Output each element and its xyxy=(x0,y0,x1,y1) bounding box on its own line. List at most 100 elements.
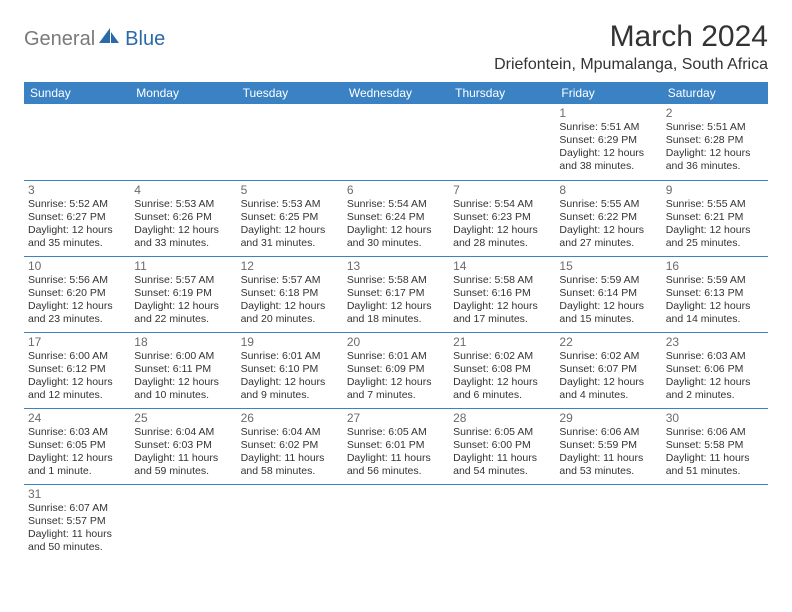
sunset-text: Sunset: 6:08 PM xyxy=(453,363,551,376)
logo: General Blue xyxy=(24,28,165,51)
day-number: 12 xyxy=(241,259,339,273)
sunset-text: Sunset: 5:59 PM xyxy=(559,439,657,452)
weekday-header-row: Sunday Monday Tuesday Wednesday Thursday… xyxy=(24,82,768,104)
day-number: 19 xyxy=(241,335,339,349)
day-number: 16 xyxy=(666,259,764,273)
daylight-text: Daylight: 12 hours and 38 minutes. xyxy=(559,147,657,173)
sunrise-text: Sunrise: 6:06 AM xyxy=(666,426,764,439)
sunset-text: Sunset: 6:12 PM xyxy=(28,363,126,376)
weekday-header: Tuesday xyxy=(237,82,343,104)
sunrise-text: Sunrise: 5:55 AM xyxy=(666,198,764,211)
day-info: Sunrise: 6:03 AMSunset: 6:06 PMDaylight:… xyxy=(666,350,764,403)
day-info: Sunrise: 6:01 AMSunset: 6:09 PMDaylight:… xyxy=(347,350,445,403)
day-info: Sunrise: 6:00 AMSunset: 6:12 PMDaylight:… xyxy=(28,350,126,403)
title-block: March 2024 Driefontein, Mpumalanga, Sout… xyxy=(494,20,768,74)
sunset-text: Sunset: 6:05 PM xyxy=(28,439,126,452)
sunrise-text: Sunrise: 5:59 AM xyxy=(559,274,657,287)
day-number: 1 xyxy=(559,106,657,120)
calendar-table: Sunday Monday Tuesday Wednesday Thursday… xyxy=(24,82,768,560)
sunset-text: Sunset: 6:17 PM xyxy=(347,287,445,300)
day-info: Sunrise: 6:03 AMSunset: 6:05 PMDaylight:… xyxy=(28,426,126,479)
calendar-cell: 2Sunrise: 5:51 AMSunset: 6:28 PMDaylight… xyxy=(662,104,768,180)
sunrise-text: Sunrise: 5:52 AM xyxy=(28,198,126,211)
sunset-text: Sunset: 6:14 PM xyxy=(559,287,657,300)
weekday-header: Monday xyxy=(130,82,236,104)
day-number: 6 xyxy=(347,183,445,197)
day-number: 7 xyxy=(453,183,551,197)
daylight-text: Daylight: 12 hours and 10 minutes. xyxy=(134,376,232,402)
daylight-text: Daylight: 12 hours and 4 minutes. xyxy=(559,376,657,402)
day-info: Sunrise: 6:05 AMSunset: 6:01 PMDaylight:… xyxy=(347,426,445,479)
day-info: Sunrise: 6:00 AMSunset: 6:11 PMDaylight:… xyxy=(134,350,232,403)
day-info: Sunrise: 6:02 AMSunset: 6:07 PMDaylight:… xyxy=(559,350,657,403)
day-info: Sunrise: 5:55 AMSunset: 6:21 PMDaylight:… xyxy=(666,198,764,251)
daylight-text: Daylight: 12 hours and 22 minutes. xyxy=(134,300,232,326)
calendar-cell: 11Sunrise: 5:57 AMSunset: 6:19 PMDayligh… xyxy=(130,256,236,332)
day-info: Sunrise: 5:57 AMSunset: 6:19 PMDaylight:… xyxy=(134,274,232,327)
day-info: Sunrise: 6:01 AMSunset: 6:10 PMDaylight:… xyxy=(241,350,339,403)
daylight-text: Daylight: 12 hours and 33 minutes. xyxy=(134,224,232,250)
calendar-cell xyxy=(343,104,449,180)
sunrise-text: Sunrise: 6:04 AM xyxy=(134,426,232,439)
sunrise-text: Sunrise: 5:57 AM xyxy=(241,274,339,287)
sunset-text: Sunset: 5:58 PM xyxy=(666,439,764,452)
calendar-cell: 30Sunrise: 6:06 AMSunset: 5:58 PMDayligh… xyxy=(662,408,768,484)
daylight-text: Daylight: 12 hours and 30 minutes. xyxy=(347,224,445,250)
sunrise-text: Sunrise: 6:02 AM xyxy=(453,350,551,363)
sunrise-text: Sunrise: 5:58 AM xyxy=(453,274,551,287)
daylight-text: Daylight: 12 hours and 12 minutes. xyxy=(28,376,126,402)
day-info: Sunrise: 6:02 AMSunset: 6:08 PMDaylight:… xyxy=(453,350,551,403)
sunrise-text: Sunrise: 5:53 AM xyxy=(241,198,339,211)
sunset-text: Sunset: 6:24 PM xyxy=(347,211,445,224)
sunset-text: Sunset: 5:57 PM xyxy=(28,515,126,528)
sunset-text: Sunset: 6:00 PM xyxy=(453,439,551,452)
day-info: Sunrise: 6:05 AMSunset: 6:00 PMDaylight:… xyxy=(453,426,551,479)
sunrise-text: Sunrise: 6:01 AM xyxy=(241,350,339,363)
sunrise-text: Sunrise: 5:56 AM xyxy=(28,274,126,287)
day-number: 17 xyxy=(28,335,126,349)
sunset-text: Sunset: 6:20 PM xyxy=(28,287,126,300)
logo-text-part1: General xyxy=(24,28,95,51)
daylight-text: Daylight: 12 hours and 25 minutes. xyxy=(666,224,764,250)
daylight-text: Daylight: 11 hours and 53 minutes. xyxy=(559,452,657,478)
daylight-text: Daylight: 12 hours and 18 minutes. xyxy=(347,300,445,326)
calendar-cell xyxy=(449,484,555,560)
sunset-text: Sunset: 6:02 PM xyxy=(241,439,339,452)
sunrise-text: Sunrise: 5:51 AM xyxy=(666,121,764,134)
calendar-cell: 27Sunrise: 6:05 AMSunset: 6:01 PMDayligh… xyxy=(343,408,449,484)
day-info: Sunrise: 5:55 AMSunset: 6:22 PMDaylight:… xyxy=(559,198,657,251)
calendar-cell xyxy=(237,104,343,180)
sunset-text: Sunset: 6:29 PM xyxy=(559,134,657,147)
daylight-text: Daylight: 12 hours and 35 minutes. xyxy=(28,224,126,250)
sunset-text: Sunset: 6:01 PM xyxy=(347,439,445,452)
weekday-header: Wednesday xyxy=(343,82,449,104)
daylight-text: Daylight: 12 hours and 36 minutes. xyxy=(666,147,764,173)
calendar-cell: 14Sunrise: 5:58 AMSunset: 6:16 PMDayligh… xyxy=(449,256,555,332)
calendar-cell xyxy=(237,484,343,560)
daylight-text: Daylight: 12 hours and 7 minutes. xyxy=(347,376,445,402)
sunset-text: Sunset: 6:13 PM xyxy=(666,287,764,300)
calendar-cell: 21Sunrise: 6:02 AMSunset: 6:08 PMDayligh… xyxy=(449,332,555,408)
calendar-row: 10Sunrise: 5:56 AMSunset: 6:20 PMDayligh… xyxy=(24,256,768,332)
calendar-cell: 18Sunrise: 6:00 AMSunset: 6:11 PMDayligh… xyxy=(130,332,236,408)
daylight-text: Daylight: 12 hours and 2 minutes. xyxy=(666,376,764,402)
calendar-cell: 29Sunrise: 6:06 AMSunset: 5:59 PMDayligh… xyxy=(555,408,661,484)
day-info: Sunrise: 5:52 AMSunset: 6:27 PMDaylight:… xyxy=(28,198,126,251)
calendar-cell: 12Sunrise: 5:57 AMSunset: 6:18 PMDayligh… xyxy=(237,256,343,332)
day-info: Sunrise: 5:58 AMSunset: 6:17 PMDaylight:… xyxy=(347,274,445,327)
calendar-cell: 7Sunrise: 5:54 AMSunset: 6:23 PMDaylight… xyxy=(449,180,555,256)
sunset-text: Sunset: 6:18 PM xyxy=(241,287,339,300)
daylight-text: Daylight: 12 hours and 9 minutes. xyxy=(241,376,339,402)
sunset-text: Sunset: 6:27 PM xyxy=(28,211,126,224)
calendar-cell: 28Sunrise: 6:05 AMSunset: 6:00 PMDayligh… xyxy=(449,408,555,484)
calendar-row: 17Sunrise: 6:00 AMSunset: 6:12 PMDayligh… xyxy=(24,332,768,408)
daylight-text: Daylight: 12 hours and 23 minutes. xyxy=(28,300,126,326)
sunrise-text: Sunrise: 6:00 AM xyxy=(28,350,126,363)
daylight-text: Daylight: 12 hours and 1 minute. xyxy=(28,452,126,478)
day-number: 9 xyxy=(666,183,764,197)
sunset-text: Sunset: 6:23 PM xyxy=(453,211,551,224)
calendar-cell: 13Sunrise: 5:58 AMSunset: 6:17 PMDayligh… xyxy=(343,256,449,332)
day-info: Sunrise: 5:59 AMSunset: 6:13 PMDaylight:… xyxy=(666,274,764,327)
calendar-cell xyxy=(343,484,449,560)
day-number: 25 xyxy=(134,411,232,425)
